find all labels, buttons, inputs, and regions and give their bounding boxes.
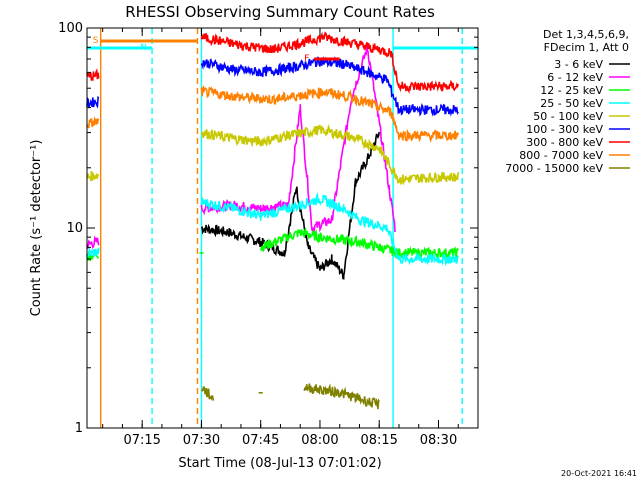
x-tick-label: 07:30 <box>183 433 220 448</box>
legend-header-line: FDecim 1, Att 0 <box>544 41 629 54</box>
y-tick-label: 10 <box>66 221 83 236</box>
series-line <box>86 115 100 129</box>
series-line <box>200 123 459 186</box>
series-line <box>200 131 380 280</box>
series-line <box>303 383 380 410</box>
y-tick-label: 100 <box>58 21 83 36</box>
series-line <box>200 31 459 95</box>
x-tick-label: 08:30 <box>420 433 457 448</box>
legend-label: 100 - 300 keV <box>526 123 603 136</box>
series-line <box>86 235 100 249</box>
y-tick-label: 1 <box>75 421 83 436</box>
series-0 <box>200 131 380 280</box>
series-line <box>86 171 100 182</box>
flag-label: S <box>93 36 99 46</box>
chart-title: RHESSI Observing Summary Count Rates <box>125 3 435 21</box>
timestamp-label: 20-Oct-2021 16:41 <box>561 469 637 478</box>
series-line <box>86 68 100 82</box>
series-3 <box>86 192 459 267</box>
legend-label: 3 - 6 keV <box>554 58 603 71</box>
flag-label: N <box>140 43 147 53</box>
series-line <box>200 84 459 143</box>
legend-label: 25 - 50 keV <box>540 97 603 110</box>
series-6 <box>86 31 459 95</box>
legend-label: 300 - 800 keV <box>526 136 603 149</box>
legend-header-line: Det 1,3,4,5,6,9, <box>543 28 629 41</box>
series-line <box>259 226 459 261</box>
x-tick-label: 08:15 <box>360 433 397 448</box>
series-1 <box>86 45 396 249</box>
legend-label: 50 - 100 keV <box>533 110 603 123</box>
series-line <box>86 246 100 259</box>
series-line <box>200 56 459 117</box>
series-4 <box>86 123 459 186</box>
series-2 <box>86 226 459 262</box>
x-tick-label: 08:00 <box>301 433 338 448</box>
x-axis-label: Start Time (08-Jul-13 07:01:02) <box>178 456 381 471</box>
legend-label: 6 - 12 keV <box>547 71 603 84</box>
y-axis-label: Count Rate (s⁻¹ detector⁻¹) <box>29 140 44 317</box>
flag-label: F <box>304 54 309 64</box>
series-7 <box>86 84 459 143</box>
series-5 <box>86 56 459 117</box>
series-line <box>200 386 215 401</box>
x-tick-label: 07:15 <box>123 433 160 448</box>
legend-label: 800 - 7000 keV <box>519 149 603 162</box>
x-tick-label: 07:45 <box>242 433 279 448</box>
legend-label: 7000 - 15000 keV <box>505 162 603 175</box>
series-line <box>200 192 459 267</box>
legend-label: 12 - 25 keV <box>540 84 603 97</box>
series-8 <box>200 383 380 410</box>
series-line <box>86 95 100 109</box>
